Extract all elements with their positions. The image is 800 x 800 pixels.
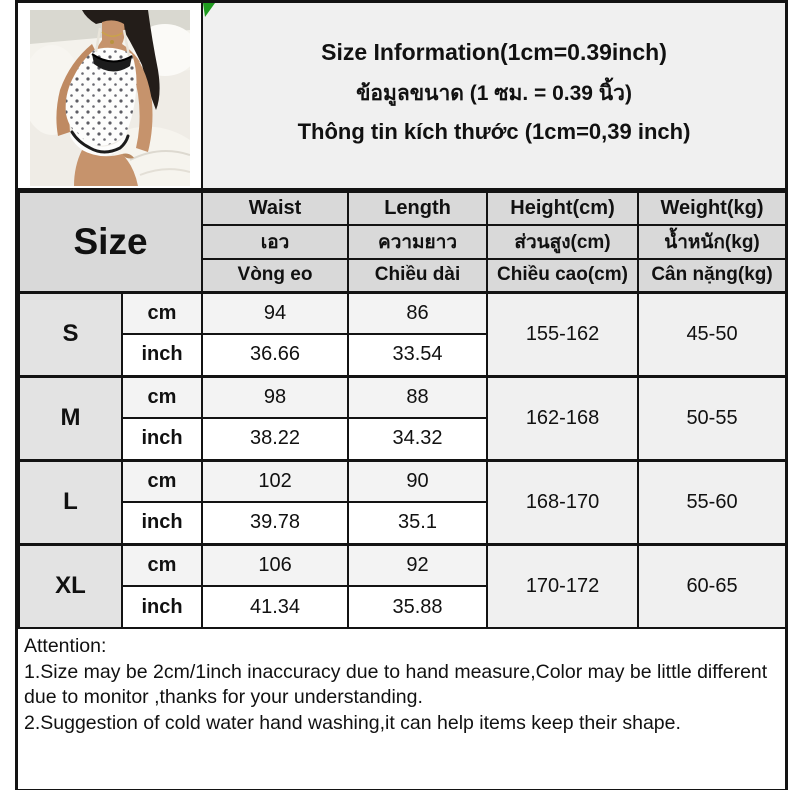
size-chart-table: Size Waist Length Height(cm) Weight(kg) … — [17, 191, 788, 629]
row-xl-cm: XL cm 106 92 170-172 60-65 — [18, 542, 788, 629]
m-height-range: 162-168 — [486, 374, 640, 461]
col-header-height-en: Height(cm) — [486, 191, 640, 226]
col-header-height-th: ส่วนสูง(cm) — [486, 224, 640, 260]
row-l-inch: inch 39.78 35.1 — [19, 501, 786, 545]
m-waist-inch: 38.22 — [201, 417, 350, 461]
col-header-waist-th: เอว — [201, 224, 350, 260]
size-label-l: L — [18, 458, 123, 545]
row-m-cm: M cm 98 88 162-168 50-55 — [18, 374, 788, 461]
product-photo — [29, 10, 190, 186]
l-waist-inch: 39.78 — [201, 501, 350, 545]
col-header-weight-en: Weight(kg) — [637, 191, 788, 226]
row-xl-inch: inch 41.34 35.88 — [19, 585, 786, 629]
s-height-range: 155-162 — [486, 290, 640, 377]
col-header-weight-th: น้ำหนัก(kg) — [637, 224, 788, 260]
title-vietnamese: Thông tin kích thước (1cm=0,39 inch) — [297, 119, 691, 144]
unit-label-cm: cm — [120, 458, 204, 503]
green-corner-marker-icon — [203, 3, 215, 17]
unit-label-cm: cm — [120, 374, 204, 419]
size-label-s: S — [18, 290, 123, 377]
unit-label-cm: cm — [120, 542, 204, 587]
size-label-xl: XL — [18, 542, 123, 629]
col-header-waist-en: Waist — [201, 191, 350, 226]
s-length-inch: 33.54 — [347, 333, 489, 377]
col-header-waist-vi: Vòng eo — [201, 258, 350, 293]
attention-heading: Attention: — [24, 635, 107, 657]
col-header-length-en: Length — [347, 191, 489, 226]
col-header-height-vi: Chiều cao(cm) — [486, 258, 640, 293]
size-corner-label: Size — [17, 191, 204, 293]
title-thai: ข้อมูลขนาด (1 ซม. = 0.39 นิ้ว) — [356, 82, 632, 105]
row-s-inch: inch 36.66 33.54 — [19, 333, 786, 377]
unit-label-inch: inch — [120, 585, 204, 629]
row-l-cm: L cm 102 90 168-170 55-60 — [18, 458, 788, 545]
size-chart-sheet: Size Information(1cm=0.39inch) ข้อมูลขนา… — [15, 0, 788, 790]
top-section: Size Information(1cm=0.39inch) ข้อมูลขนา… — [18, 3, 785, 191]
xl-height-range: 170-172 — [486, 542, 640, 629]
unit-label-inch: inch — [120, 417, 204, 461]
header-row-thai: เอว ความยาว ส่วนสูง(cm) น้ำหนัก(kg) — [19, 224, 788, 260]
l-weight-range: 55-60 — [637, 458, 788, 545]
xl-waist-inch: 41.34 — [201, 585, 350, 629]
attention-note-2: 2.Suggestion of cold water hand washing,… — [24, 711, 681, 734]
xl-length-cm: 92 — [347, 542, 489, 587]
xl-weight-range: 60-65 — [637, 542, 788, 629]
m-length-cm: 88 — [347, 374, 489, 419]
m-weight-range: 50-55 — [637, 374, 788, 461]
row-s-cm: S cm 94 86 155-162 45-50 — [18, 290, 788, 377]
unit-label-cm: cm — [120, 290, 204, 335]
unit-label-inch: inch — [120, 501, 204, 545]
col-header-length-th: ความยาว — [347, 224, 489, 260]
l-height-range: 168-170 — [486, 458, 640, 545]
xl-waist-cm: 106 — [201, 542, 350, 587]
col-header-weight-vi: Cân nặng(kg) — [637, 258, 788, 293]
row-m-inch: inch 38.22 34.32 — [19, 417, 786, 461]
unit-label-inch: inch — [120, 333, 204, 377]
col-header-length-vi: Chiều dài — [347, 258, 489, 293]
l-length-cm: 90 — [347, 458, 489, 503]
header-row-english: Size Waist Length Height(cm) Weight(kg) — [17, 191, 788, 293]
s-length-cm: 86 — [347, 290, 489, 335]
title-english: Size Information(1cm=0.39inch) — [321, 39, 667, 65]
attention-note-1: 1.Size may be 2cm/1inch inaccuracy due t… — [24, 660, 768, 709]
attention-section: Attention: 1.Size may be 2cm/1inch inacc… — [18, 629, 785, 789]
header-row-vietnamese: Vòng eo Chiều dài Chiều cao(cm) Cân nặng… — [19, 258, 788, 293]
s-waist-cm: 94 — [201, 290, 350, 335]
size-label-m: M — [18, 374, 123, 461]
m-waist-cm: 98 — [201, 374, 350, 419]
l-length-inch: 35.1 — [347, 501, 489, 545]
s-weight-range: 45-50 — [637, 290, 788, 377]
product-photo-panel — [18, 3, 203, 188]
m-length-inch: 34.32 — [347, 417, 489, 461]
title-panel: Size Information(1cm=0.39inch) ข้อมูลขนา… — [203, 3, 785, 188]
s-waist-inch: 36.66 — [201, 333, 350, 377]
l-waist-cm: 102 — [201, 458, 350, 503]
xl-length-inch: 35.88 — [347, 585, 489, 629]
